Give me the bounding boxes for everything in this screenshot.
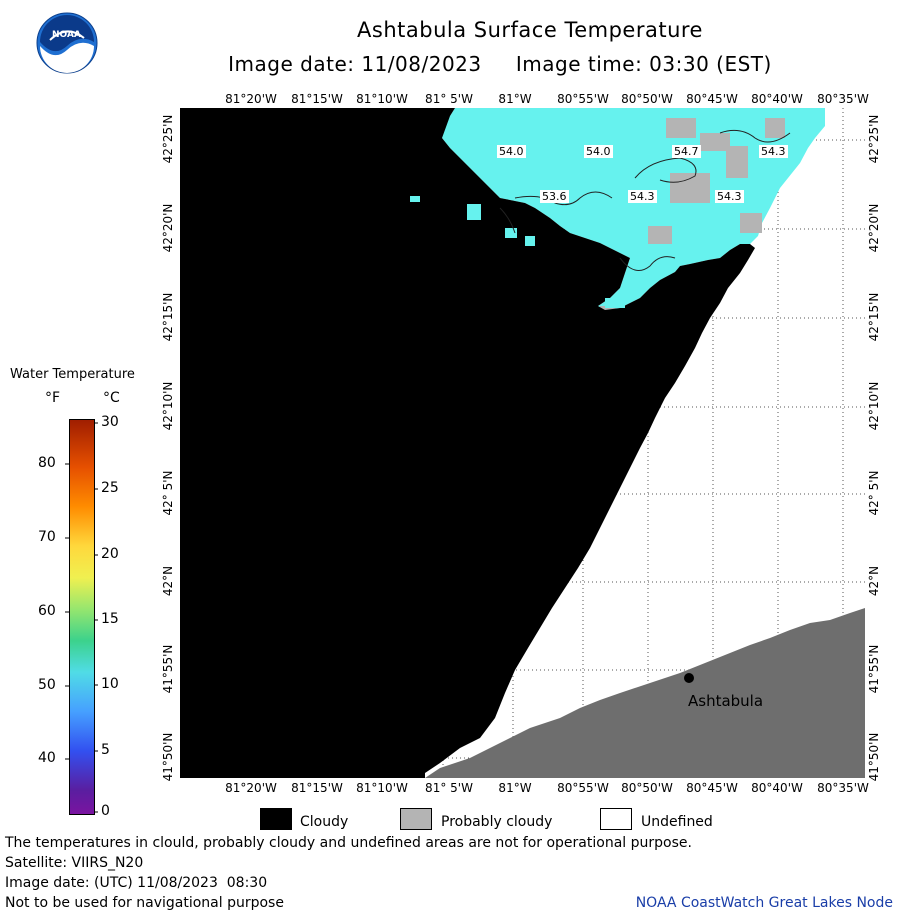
longitude-label: 81°15'W	[291, 92, 343, 106]
city-label: Ashtabula	[688, 692, 764, 710]
longitude-label: 81°W	[498, 781, 532, 795]
scale-c-tick: 0	[101, 803, 110, 819]
temp-label: 54.7	[672, 145, 701, 158]
longitude-label: 81° 5'W	[425, 781, 473, 795]
scale-c-tick: 15	[101, 611, 119, 627]
temp-label: 53.6	[540, 190, 569, 203]
image-date-utc: Image date: (UTC) 11/08/2023 08:30	[5, 875, 268, 891]
longitude-label: 80°35'W	[817, 781, 869, 795]
longitude-label: 81°20'W	[225, 92, 277, 106]
legend-title: Water Temperature	[10, 367, 135, 382]
credit-text: NOAA CoastWatch Great Lakes Node	[635, 895, 893, 911]
map-canvas	[180, 108, 865, 778]
unit-f: °F	[45, 390, 61, 406]
longitude-label: 80°40'W	[751, 92, 803, 106]
latitude-label: 42°10'N	[867, 381, 881, 431]
key-cloudy-swatch	[260, 808, 292, 830]
longitude-label: 81°W	[498, 92, 532, 106]
longitude-label: 80°35'W	[817, 92, 869, 106]
land-region	[425, 608, 865, 778]
scale-c-tick: 25	[101, 480, 119, 496]
latitude-label: 42° 5'N	[867, 470, 881, 516]
probably-cloudy-patches	[426, 118, 785, 316]
satellite-text: Satellite: VIIRS_N20	[5, 855, 144, 871]
noaa-logo: NOAA	[36, 12, 98, 74]
key-probably-cloudy-swatch	[400, 808, 432, 830]
key-undefined-label: Undefined	[641, 814, 713, 830]
longitude-label: 80°50'W	[621, 92, 673, 106]
temp-label: 54.3	[628, 190, 657, 203]
latitude-label: 41°55'N	[867, 644, 881, 694]
latitude-label: 42°15'N	[867, 292, 881, 342]
longitude-label: 80°40'W	[751, 781, 803, 795]
latitude-label: 42°N	[867, 565, 881, 597]
logo-text: NOAA	[52, 30, 81, 40]
latitude-label: 41°50'N	[867, 732, 881, 782]
temp-label: 54.0	[584, 145, 613, 158]
scale-f-tick: 60	[38, 603, 56, 619]
longitude-label: 81°15'W	[291, 781, 343, 795]
disclaimer-text: The temperatures in clould, probably clo…	[5, 835, 692, 851]
color-scale-bar	[69, 419, 95, 815]
scale-c-tick: 5	[101, 742, 110, 758]
scale-c-tick: 20	[101, 546, 119, 562]
scale-f-tick: 70	[38, 529, 56, 545]
longitude-label: 80°55'W	[557, 92, 609, 106]
latitude-label: 42°20'N	[867, 203, 881, 253]
navigation-note: Not to be used for navigational purpose	[5, 895, 284, 911]
latitude-label: 42°25'N	[867, 114, 881, 164]
temperature-map: 54.0 54.0 54.7 54.3 53.6 54.3 54.3 Ashta…	[180, 108, 865, 778]
scale-f-tick: 50	[38, 677, 56, 693]
latitude-label: 42°25'N	[161, 114, 175, 164]
scale-f-tick: 40	[38, 750, 56, 766]
image-date-time: Image date: 11/08/2023 Image time: 03:30…	[228, 52, 772, 76]
scale-ticks	[65, 422, 98, 813]
longitude-label: 81°10'W	[356, 92, 408, 106]
key-probably-cloudy-label: Probably cloudy	[441, 814, 553, 830]
unit-c: °C	[103, 390, 120, 406]
longitude-label: 81° 5'W	[425, 92, 473, 106]
temp-label: 54.0	[497, 145, 526, 158]
temp-label: 54.3	[715, 190, 744, 203]
scale-c-tick: 10	[101, 676, 119, 692]
longitude-label: 81°20'W	[225, 781, 277, 795]
ashtabula-marker	[684, 673, 694, 683]
key-undefined-swatch	[600, 808, 632, 830]
cloudy-region	[180, 108, 755, 778]
key-cloudy-label: Cloudy	[300, 814, 349, 830]
scale-c-tick: 30	[101, 414, 119, 430]
longitude-label: 80°45'W	[686, 92, 738, 106]
latitude-label: 42°20'N	[161, 203, 175, 253]
longitude-label: 81°10'W	[356, 781, 408, 795]
page-title: Ashtabula Surface Temperature	[357, 18, 703, 42]
longitude-label: 80°55'W	[557, 781, 609, 795]
longitude-label: 80°50'W	[621, 781, 673, 795]
latitude-label: 42°15'N	[161, 292, 175, 342]
scale-f-tick: 80	[38, 455, 56, 471]
temp-label: 54.3	[759, 145, 788, 158]
longitude-label: 80°45'W	[686, 781, 738, 795]
